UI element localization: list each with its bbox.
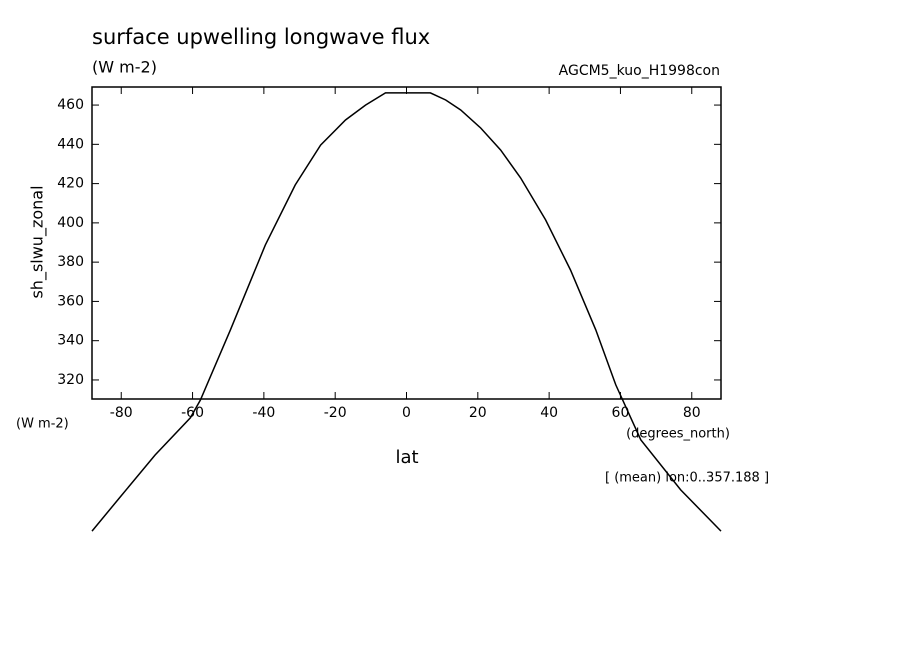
- x-tick-label: 20: [469, 405, 487, 421]
- x-tick-label: 40: [540, 405, 558, 421]
- chart-title: surface upwelling longwave flux: [92, 25, 430, 49]
- y-tick-label: 420: [57, 176, 84, 192]
- x-unit: (degrees_north): [626, 427, 730, 442]
- y-tick-label: 440: [57, 136, 84, 152]
- y-unit: (W m-2): [16, 417, 69, 432]
- x-tick-label: 0: [402, 405, 411, 421]
- x-tick-label: -40: [252, 405, 275, 421]
- x-tick-label: -20: [324, 405, 347, 421]
- run-label: AGCM5_kuo_H1998con: [559, 63, 720, 79]
- x-tick-label: 80: [683, 405, 701, 421]
- y-tick-label: 460: [57, 97, 84, 113]
- y-tick-label: 400: [57, 215, 84, 231]
- y-axis-label: sh_slwu_zonal: [28, 185, 48, 298]
- data-line: [91, 92, 722, 532]
- y-tick-label: 380: [57, 254, 84, 270]
- x-tick-label: 60: [612, 405, 630, 421]
- chart-subtitle: (W m-2): [92, 58, 157, 77]
- y-tick-label: 360: [57, 293, 84, 309]
- annotation: [ (mean) lon:0..357.188 ]: [605, 471, 769, 486]
- y-tick-label: 320: [57, 372, 84, 388]
- x-tick-label: -80: [110, 405, 133, 421]
- x-axis-label: lat: [395, 447, 418, 468]
- y-tick-label: 340: [57, 333, 84, 349]
